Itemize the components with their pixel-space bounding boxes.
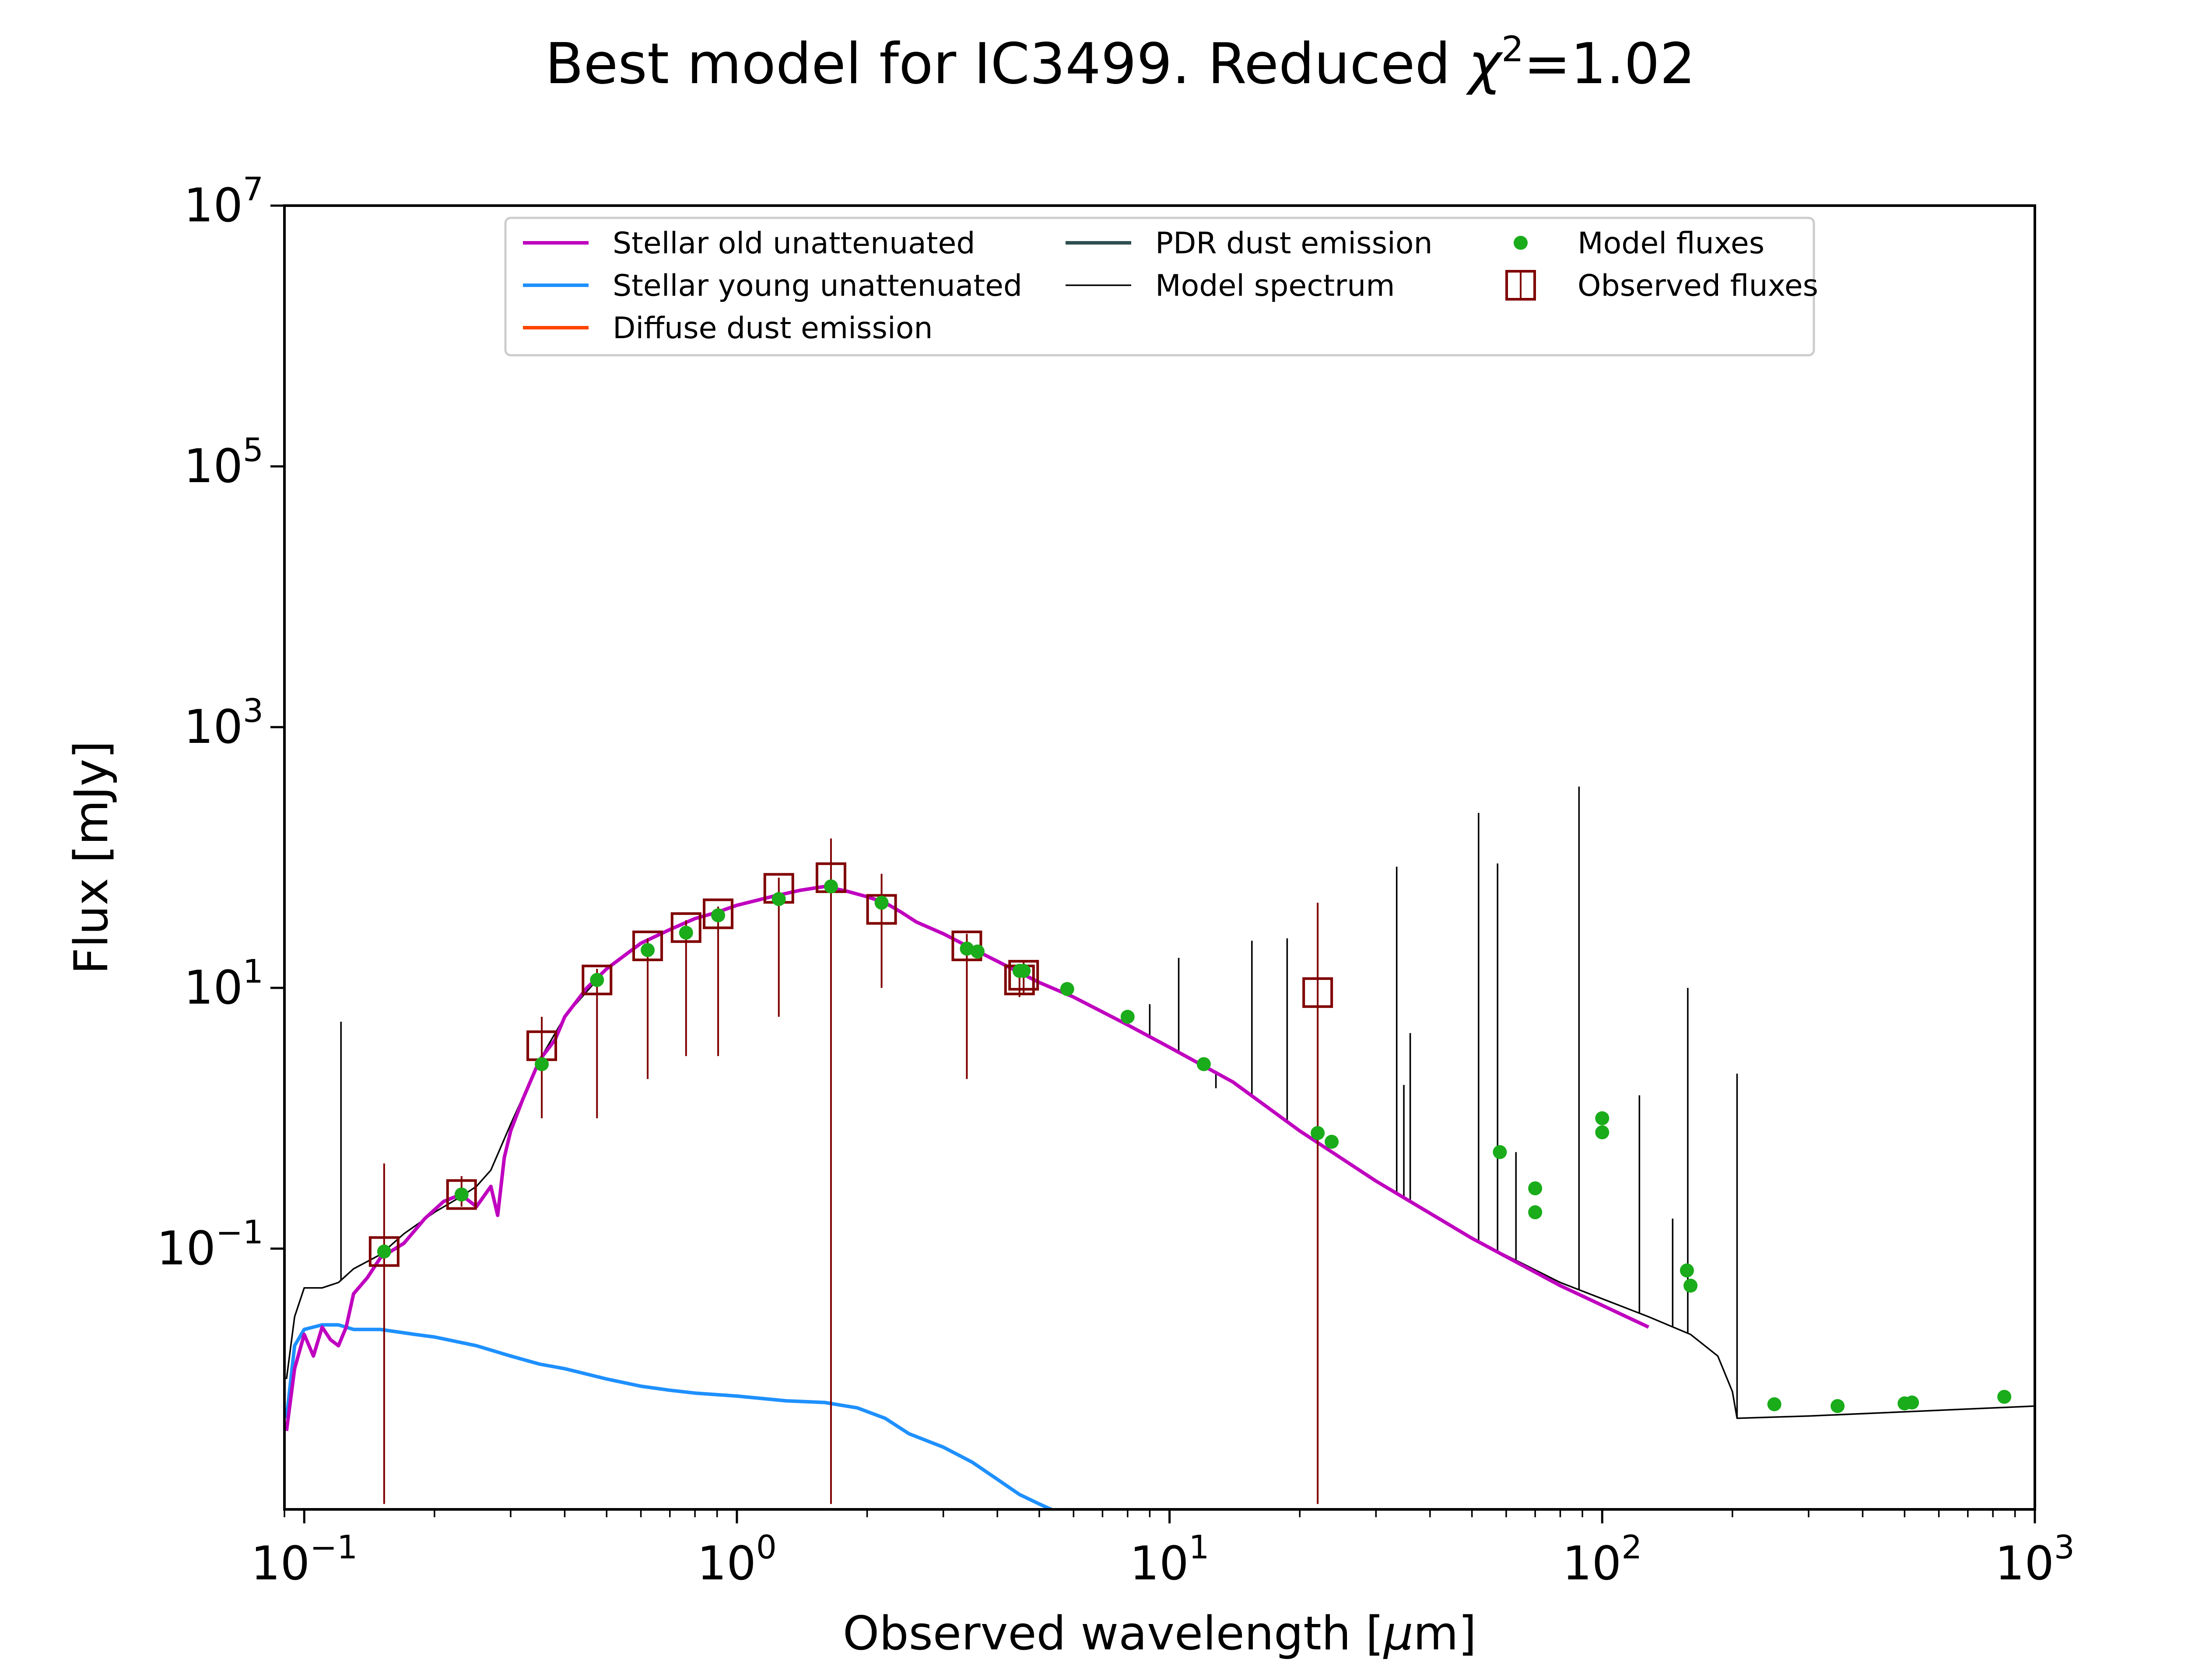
- model-flux-point: [1830, 1399, 1845, 1413]
- y-tick-label: 105: [184, 431, 263, 493]
- legend-item-observed-fluxes: Observed fluxes: [1505, 269, 1818, 303]
- observed-flux-marker: [703, 898, 734, 929]
- model-flux-point: [970, 944, 985, 959]
- legend-item-model-fluxes: Model fluxes: [1514, 226, 1764, 261]
- observed-flux-marker: [446, 1179, 477, 1210]
- legend-item-diffuse-dust-emission: Diffuse dust emission: [523, 311, 933, 346]
- legend-label: Stellar old unattenuated: [613, 226, 975, 261]
- model-flux-point: [535, 1057, 549, 1071]
- stellar-old-unattenuated-line: [284, 885, 1650, 1432]
- legend-item-pdr-dust-emission: PDR dust emission: [1066, 226, 1433, 261]
- legend-label: Model fluxes: [1578, 226, 1764, 261]
- y-axis-label: Flux [mJy]: [64, 741, 118, 974]
- y-tick-label: 101: [184, 953, 263, 1015]
- y-tick-label: 107: [184, 171, 263, 232]
- observed-flux-marker: [866, 894, 897, 925]
- model-flux-point: [1767, 1397, 1781, 1411]
- model-flux-point: [590, 973, 604, 987]
- model-flux-point: [1060, 982, 1074, 996]
- observed-flux-marker: [670, 912, 701, 943]
- model-flux-point: [1325, 1134, 1339, 1149]
- model-flux-point: [679, 925, 693, 940]
- legend-item-stellar-young-unattenuated: Stellar young unattenuated: [523, 269, 1022, 303]
- plot-area: [284, 206, 2035, 1509]
- model-flux-point: [874, 896, 889, 910]
- legend-label: PDR dust emission: [1155, 226, 1433, 261]
- legend-label: Observed fluxes: [1578, 269, 1818, 303]
- model-flux-point: [824, 879, 838, 894]
- model-flux-point: [960, 942, 974, 956]
- legend-box: [504, 217, 1815, 357]
- chart-title: Best model for IC3499. Reduced χ2=1.02: [545, 29, 1696, 97]
- model-flux-point: [1120, 1010, 1135, 1024]
- legend-label: Model spectrum: [1155, 269, 1395, 303]
- observed-flux-marker: [632, 930, 663, 961]
- model-flux-point: [1493, 1145, 1507, 1159]
- legend-label: Diffuse dust emission: [613, 311, 933, 346]
- model-flux-point: [771, 892, 786, 906]
- plot-frame: [283, 204, 2036, 1511]
- stellar-young-unattenuated-line: [284, 1323, 1055, 1509]
- legend-swatch: [1514, 236, 1528, 250]
- model-flux-point: [377, 1244, 391, 1259]
- legend-item-model-spectrum: Model spectrum: [1066, 269, 1395, 303]
- model-flux-point: [1683, 1278, 1698, 1293]
- x-tick-label: 100: [697, 1529, 777, 1590]
- model-flux-point: [454, 1187, 469, 1202]
- y-tick-label: 103: [184, 692, 263, 754]
- legend-label: Stellar young unattenuated: [613, 269, 1022, 303]
- observed-flux-marker: [1302, 977, 1333, 1008]
- model-flux-point: [1595, 1125, 1609, 1140]
- model-flux-point: [1196, 1057, 1211, 1071]
- model-flux-point: [1997, 1390, 2012, 1404]
- model-flux-point: [1017, 964, 1031, 978]
- x-tick-label: 102: [1562, 1529, 1642, 1590]
- model-flux-point: [1905, 1395, 1919, 1410]
- observed-flux-marker: [582, 964, 613, 995]
- legend: Stellar old unattenuated Stellar young un…: [504, 217, 1818, 357]
- x-tick-label: 101: [1130, 1529, 1210, 1590]
- y-tick-label: 10−1: [157, 1214, 263, 1275]
- model-flux-point: [1680, 1263, 1694, 1278]
- observed-flux-marker: [368, 1236, 400, 1267]
- x-tick-label: 10−1: [251, 1529, 358, 1590]
- model-flux-point: [1528, 1205, 1543, 1219]
- model-flux-point: [1528, 1181, 1543, 1196]
- model-flux-point: [711, 908, 726, 923]
- axis-ticks: 10−1 100 101 102 103 10−1 101 103 105 107: [157, 171, 2075, 1590]
- x-axis-label: Observed wavelength [μm]: [843, 1606, 1476, 1660]
- model-flux-point: [641, 943, 655, 957]
- observed-flux-marker: [1008, 960, 1039, 991]
- legend-item-stellar-old-unattenuated: Stellar old unattenuated: [523, 226, 975, 261]
- model-flux-point: [1311, 1126, 1325, 1140]
- data-layer: [284, 786, 2035, 1509]
- model-flux-point: [1595, 1111, 1609, 1125]
- x-tick-label: 103: [1995, 1529, 2075, 1590]
